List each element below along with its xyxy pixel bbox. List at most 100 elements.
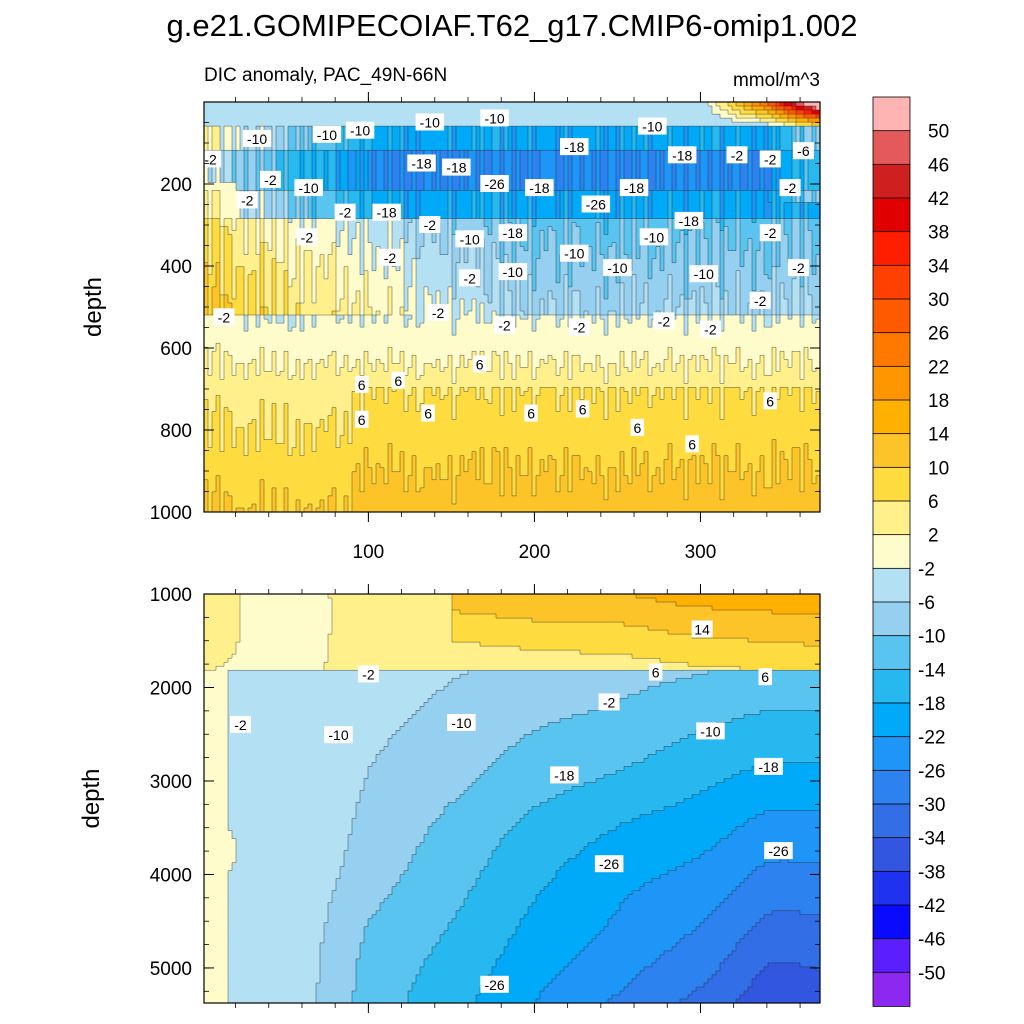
field-cell <box>676 126 681 131</box>
field-cell <box>764 202 769 208</box>
field-cell <box>768 142 773 147</box>
field-cell <box>732 170 737 175</box>
field-cell <box>248 154 253 159</box>
field-cell <box>632 106 637 111</box>
field-cell <box>700 150 705 155</box>
field-cell <box>572 126 577 131</box>
field-cell <box>400 106 405 111</box>
field-cell <box>216 126 221 131</box>
field-cell <box>748 106 753 111</box>
field-cell <box>240 110 245 115</box>
field-cell <box>240 130 245 135</box>
field-cell <box>680 102 685 107</box>
field-cell <box>420 142 425 147</box>
field-cell <box>612 146 617 151</box>
field-cell <box>816 126 820 131</box>
field-cell <box>760 122 765 127</box>
field-cell <box>492 154 497 159</box>
field-cell <box>620 150 625 155</box>
field-cell <box>312 154 317 159</box>
field-cell <box>460 114 465 119</box>
field-cell <box>208 110 213 115</box>
field-cell <box>348 106 353 111</box>
field-cell <box>340 126 345 131</box>
field-cell <box>308 114 313 119</box>
field-cell <box>708 146 713 151</box>
field-cell <box>464 210 469 216</box>
field-cell <box>520 154 525 159</box>
field-cell <box>660 198 665 204</box>
field-cell <box>812 182 817 188</box>
field-cell <box>548 122 553 127</box>
field-cell <box>412 122 417 127</box>
field-cell <box>352 118 357 123</box>
field-cell <box>292 134 297 139</box>
field-cell <box>204 106 209 111</box>
field-cell <box>784 158 789 163</box>
field-cell <box>556 110 561 115</box>
field-cell <box>444 138 449 143</box>
field-cell <box>288 146 293 151</box>
field-cell <box>372 114 377 119</box>
field-cell <box>624 162 629 167</box>
field-cell <box>460 210 465 216</box>
field-cell <box>564 122 569 127</box>
field-cell <box>700 126 705 131</box>
field-cell <box>492 126 497 131</box>
field-cell <box>608 222 613 228</box>
field-cell <box>292 110 297 115</box>
field-cell <box>328 142 333 147</box>
field-cell <box>704 106 709 111</box>
field-cell <box>344 158 349 163</box>
field-cell <box>208 118 213 123</box>
field-cell <box>788 142 793 147</box>
field-cell <box>380 142 385 147</box>
field-cell <box>372 222 377 228</box>
field-cell <box>628 142 633 147</box>
field-cell <box>584 178 589 183</box>
field-cell <box>656 158 661 163</box>
field-cell <box>472 130 477 135</box>
field-cell <box>704 218 709 224</box>
field-cell <box>504 154 509 159</box>
field-cell <box>204 102 209 107</box>
field-cell <box>312 114 317 119</box>
field-cell <box>568 126 573 131</box>
field-cell <box>724 110 729 115</box>
field-cell <box>324 146 329 151</box>
field-cell <box>444 106 449 111</box>
field-cell <box>728 198 733 204</box>
field-cell <box>520 114 525 119</box>
field-cell <box>532 158 537 163</box>
field-cell <box>572 110 577 115</box>
field-cell <box>712 198 717 204</box>
field-cell <box>236 126 241 131</box>
field-cell <box>264 222 269 228</box>
field-cell <box>384 102 389 107</box>
field-cell <box>676 138 681 143</box>
field-cell <box>348 146 353 151</box>
field-cell <box>428 206 433 212</box>
field-cell <box>732 122 737 127</box>
field-cell <box>528 130 533 135</box>
field-cell <box>580 114 585 119</box>
field-cell <box>380 110 385 115</box>
field-cell <box>612 222 617 228</box>
field-cell <box>808 218 813 224</box>
field-cell <box>544 198 549 204</box>
field-cell <box>436 194 441 200</box>
field-cell <box>436 146 441 151</box>
field-cell <box>812 126 817 131</box>
field-cell <box>240 122 245 127</box>
field-cell <box>380 118 385 123</box>
field-cell <box>344 110 349 115</box>
field-cell <box>536 134 541 139</box>
field-cell <box>240 154 245 159</box>
field-cell <box>688 118 693 123</box>
field-cell <box>500 142 505 147</box>
field-cell <box>300 150 305 155</box>
field-cell <box>520 194 525 200</box>
field-cell <box>468 218 473 224</box>
field-cell <box>512 126 517 131</box>
field-cell <box>204 118 209 123</box>
